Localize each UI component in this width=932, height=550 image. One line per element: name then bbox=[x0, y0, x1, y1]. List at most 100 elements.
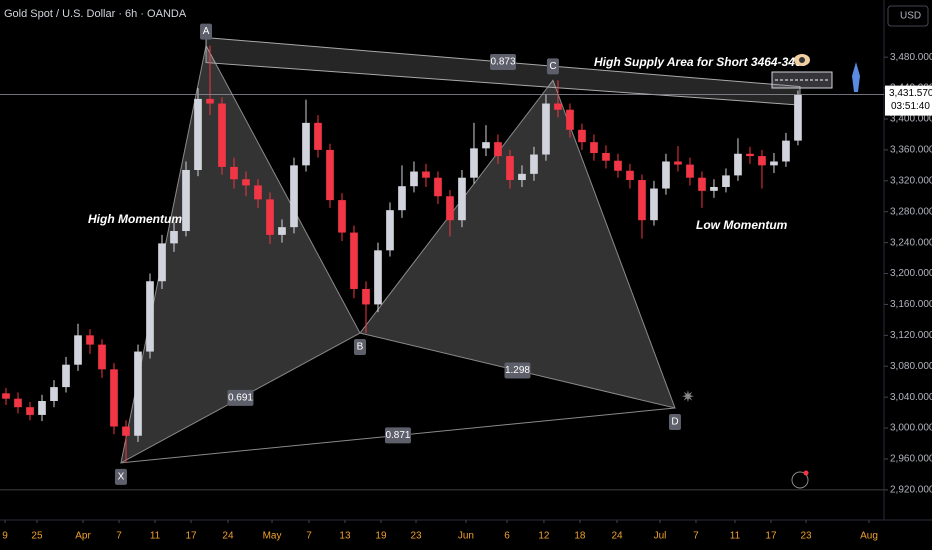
candle-body bbox=[50, 387, 58, 402]
y-tick-label: 3,200.000 bbox=[890, 268, 932, 279]
point-label: X bbox=[118, 471, 125, 482]
x-tick-label: 6 bbox=[504, 531, 510, 542]
y-tick-label: 3,040.000 bbox=[890, 392, 932, 403]
point-box bbox=[114, 468, 127, 485]
candle-body bbox=[2, 393, 10, 399]
x-tick-label: 9 bbox=[2, 531, 8, 542]
candle-body bbox=[398, 186, 406, 211]
currency-box[interactable] bbox=[887, 5, 929, 27]
candle-body bbox=[638, 180, 646, 221]
point-box bbox=[546, 58, 559, 75]
candle-body bbox=[194, 98, 202, 170]
candle-body bbox=[74, 335, 82, 365]
x-tick-label: 17 bbox=[765, 531, 777, 542]
alert-icon[interactable] bbox=[791, 471, 809, 489]
x-tick-label: Apr bbox=[75, 531, 91, 542]
candle-body bbox=[278, 227, 286, 235]
price-label-box bbox=[885, 85, 932, 116]
candle-body bbox=[674, 161, 682, 165]
candle-body bbox=[242, 179, 250, 186]
currency: USD bbox=[900, 11, 921, 22]
x-tick-label: 11 bbox=[150, 531, 161, 542]
candle-body bbox=[326, 149, 334, 201]
candle-body bbox=[722, 175, 730, 187]
y-tick-label: 3,360.000 bbox=[890, 145, 932, 156]
candle-body bbox=[134, 351, 142, 436]
x-tick-label: 7 bbox=[693, 531, 699, 542]
y-tick-label: 3,280.000 bbox=[890, 206, 932, 217]
candle-body bbox=[590, 142, 598, 153]
candle-body bbox=[518, 173, 526, 181]
annotation: Low Momentum bbox=[696, 218, 788, 232]
y-tick-label: 2,960.000 bbox=[890, 454, 932, 465]
x-tick-label: 12 bbox=[538, 531, 550, 542]
candle-body bbox=[38, 401, 46, 415]
candle-body bbox=[110, 369, 118, 427]
ratio-box bbox=[490, 54, 517, 71]
candle-body bbox=[374, 250, 382, 305]
candle-body bbox=[206, 98, 214, 104]
candle-body bbox=[266, 199, 274, 235]
x-tick-label: 23 bbox=[410, 531, 422, 542]
countdown: 03:51:40 bbox=[891, 101, 930, 112]
ratio-label: 0.871 bbox=[385, 430, 410, 441]
candle-body bbox=[302, 122, 310, 166]
point-label: D bbox=[671, 417, 678, 428]
x-tick-label: 18 bbox=[574, 531, 586, 542]
candle-body bbox=[746, 153, 754, 157]
candle-body bbox=[710, 186, 718, 191]
candle-body bbox=[602, 152, 610, 161]
candle-body bbox=[506, 156, 514, 181]
candle-body bbox=[254, 185, 262, 200]
y-tick-label: 2,920.000 bbox=[890, 485, 932, 496]
x-tick-label: 13 bbox=[339, 531, 351, 542]
ratio-label: 0.691 bbox=[228, 393, 253, 404]
annotation: High Momentum bbox=[88, 212, 182, 226]
x-tick-label: 7 bbox=[116, 531, 122, 542]
x-tick-label: 17 bbox=[185, 531, 197, 542]
candle-body bbox=[554, 103, 562, 110]
candle-body bbox=[14, 398, 22, 408]
candle-body bbox=[26, 407, 34, 415]
price-label: 3,431.570 bbox=[889, 88, 932, 99]
x-tick-label: Jun bbox=[458, 531, 474, 542]
candle-body bbox=[650, 188, 658, 221]
plot-area bbox=[0, 37, 884, 491]
candle-body bbox=[350, 232, 358, 289]
annotation: High Supply Area for Short 3464-3467 bbox=[594, 55, 810, 69]
candle-body bbox=[158, 243, 166, 282]
candle-body bbox=[770, 161, 778, 166]
candle-body bbox=[98, 344, 106, 370]
ratio-box bbox=[504, 362, 531, 379]
y-tick-label: 3,120.000 bbox=[890, 330, 932, 341]
y-tick-label: 3,320.000 bbox=[890, 175, 932, 186]
candle-body bbox=[566, 109, 574, 130]
candle-body bbox=[482, 142, 490, 149]
candle-body bbox=[314, 122, 322, 150]
point-box bbox=[668, 413, 681, 430]
x-tick-label: Jul bbox=[654, 531, 667, 542]
ratio-label: 0.873 bbox=[490, 57, 515, 68]
candle-body bbox=[758, 156, 766, 166]
candle-body bbox=[470, 148, 478, 178]
candle-body bbox=[794, 94, 802, 141]
x-tick-label: 23 bbox=[800, 531, 812, 542]
x-tick-label: 11 bbox=[730, 531, 741, 542]
candle-body bbox=[290, 165, 298, 228]
y-tick-label: 3,080.000 bbox=[890, 361, 932, 372]
x-tick-label: May bbox=[263, 531, 282, 542]
candle-body bbox=[458, 177, 466, 221]
x-tick-label: Aug bbox=[860, 531, 878, 542]
point-label: B bbox=[357, 342, 364, 353]
candle-body bbox=[542, 103, 550, 155]
candle-body bbox=[614, 160, 622, 171]
candle-body bbox=[338, 200, 346, 233]
candle-body bbox=[362, 288, 370, 305]
candle-body bbox=[782, 140, 790, 162]
candle-body bbox=[530, 154, 538, 174]
candle-body bbox=[434, 177, 442, 197]
candle-body bbox=[662, 161, 670, 189]
y-tick-label: 3,480.000 bbox=[890, 52, 932, 63]
